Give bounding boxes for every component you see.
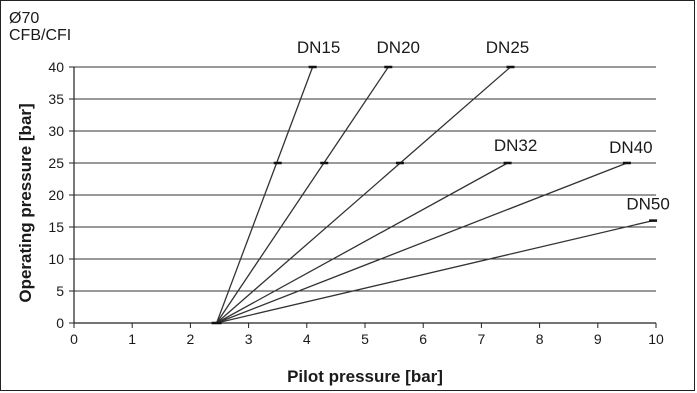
x-tick-label: 5 — [361, 331, 369, 347]
series-label-dn32: DN32 — [494, 136, 537, 155]
x-tick-label: 0 — [70, 331, 78, 347]
y-tick-label: 35 — [48, 91, 64, 107]
chart-header-line1: Ø70 — [9, 10, 40, 27]
x-tick-label: 2 — [187, 331, 195, 347]
y-tick-label: 25 — [48, 155, 64, 171]
series-label-dn20: DN20 — [377, 38, 420, 57]
y-tick-label: 20 — [48, 187, 64, 203]
series-label-dn25: DN25 — [486, 38, 529, 57]
series-line-dn50 — [216, 219, 654, 324]
y-axis-title: Operating pressure [bar] — [16, 103, 35, 302]
y-tick-label: 0 — [56, 315, 64, 331]
series-line-dn32 — [216, 162, 508, 324]
x-tick-label: 4 — [303, 331, 311, 347]
series-label-dn15: DN15 — [297, 38, 340, 57]
series-label-dn50: DN50 — [626, 195, 669, 214]
x-tick-label: 7 — [478, 331, 486, 347]
series-line-dn20 — [216, 66, 389, 324]
series-line-dn25 — [216, 66, 511, 324]
y-tick-label: 10 — [48, 251, 64, 267]
y-tick-label: 40 — [48, 59, 64, 75]
x-tick-label: 8 — [536, 331, 544, 347]
series-line-dn15 — [215, 66, 314, 324]
x-axis-title: Pilot pressure [bar] — [287, 367, 443, 386]
x-tick-label: 3 — [245, 331, 253, 347]
x-tick-label: 9 — [594, 331, 602, 347]
x-tick-label: 10 — [648, 331, 664, 347]
y-tick-label: 5 — [56, 283, 64, 299]
y-tick-label: 15 — [48, 219, 64, 235]
y-tick-label: 30 — [48, 123, 64, 139]
x-tick-label: 6 — [419, 331, 427, 347]
series-line-dn40 — [216, 162, 628, 324]
chart-header-line2: CFB/CFI — [9, 27, 72, 44]
x-tick-label: 1 — [128, 331, 136, 347]
series-label-dn40: DN40 — [609, 138, 652, 157]
